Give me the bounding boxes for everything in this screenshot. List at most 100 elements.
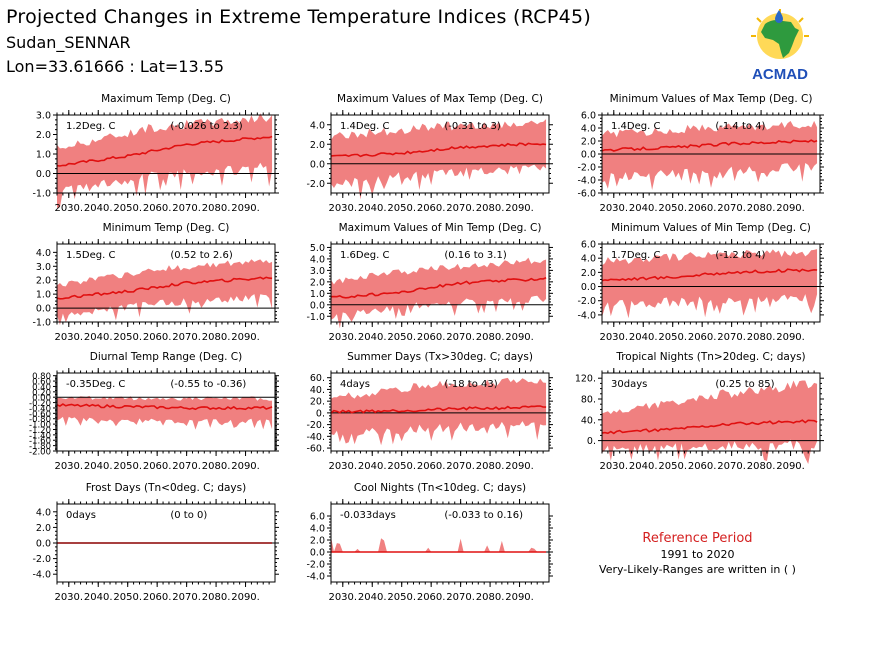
y-tick-label: 0.60 xyxy=(32,378,51,388)
y-tick-label: 0.0 xyxy=(310,159,325,170)
page-title: Projected Changes in Extreme Temperature… xyxy=(6,6,592,28)
x-tick-label: 2090. xyxy=(231,592,260,603)
x-tick-label: 2090. xyxy=(776,203,805,214)
uncertainty-band xyxy=(331,257,547,329)
x-tick-label: 2050. xyxy=(387,461,416,472)
africa-map-sun-drop-icon xyxy=(751,9,809,59)
y-tick-label: 3.0 xyxy=(36,262,51,273)
y-tick-label: 6.0 xyxy=(581,111,596,122)
x-tick-label: 2060. xyxy=(688,332,717,343)
chart-title: Minimum Values of Max Temp (Deg. C) xyxy=(610,93,813,105)
x-tick-label: 2030. xyxy=(328,203,357,214)
y-tick-label: -0.40 xyxy=(29,404,51,414)
y-tick-label: 1.0 xyxy=(36,290,51,301)
x-tick-label: 2060. xyxy=(417,461,446,472)
y-tick-label: 1.0 xyxy=(310,289,325,300)
trend-line xyxy=(601,419,818,435)
x-tick-label: 2050. xyxy=(113,592,142,603)
chart-title: Cool Nights (Tn<10deg. C; days) xyxy=(354,482,526,494)
y-tick-label: -0.20 xyxy=(29,399,51,409)
change-value: 0days xyxy=(66,510,96,521)
y-tick-label: 80. xyxy=(581,395,596,406)
trend-line xyxy=(601,268,818,282)
y-tick-label: -40. xyxy=(306,432,325,443)
y-tick-label: -2.0 xyxy=(577,163,596,174)
x-tick-label: 2080. xyxy=(747,203,776,214)
y-tick-label: 0. xyxy=(587,436,596,447)
x-tick-label: 2080. xyxy=(747,332,776,343)
x-tick-label: 2090. xyxy=(776,332,805,343)
x-tick-label: 2090. xyxy=(505,203,534,214)
x-tick-label: 2080. xyxy=(476,592,505,603)
x-tick-label: 2060. xyxy=(688,461,717,472)
x-tick-label: 2060. xyxy=(417,332,446,343)
likely-range: (-0.033 to 0.16) xyxy=(444,510,523,521)
y-tick-label: -2.0 xyxy=(306,179,325,190)
reference-period-years: 1991 to 2020 xyxy=(660,548,735,561)
y-tick-label: 4.0 xyxy=(36,248,51,259)
y-tick-label: 1.0 xyxy=(36,150,51,161)
change-value: 1.5Deg. C xyxy=(66,250,115,261)
x-tick-label: 2030. xyxy=(328,592,357,603)
x-tick-label: 2040. xyxy=(84,332,113,343)
chart-title: Tropical Nights (Tn>20deg. C; days) xyxy=(615,351,805,363)
y-tick-label: 120. xyxy=(575,374,596,385)
trend-line xyxy=(56,135,273,167)
y-tick-label: -60. xyxy=(306,444,325,455)
chart-panel: -1.0 0.0 1.0 2.0 3.0 2030. 2040. 2050. 2060. 2070… xyxy=(32,93,279,214)
y-tick-label: 0.0 xyxy=(581,282,596,293)
chart-title: Diurnal Temp Range (Deg. C) xyxy=(90,351,242,363)
y-tick-label: 5.0 xyxy=(310,243,325,254)
x-tick-label: 2030. xyxy=(599,332,628,343)
x-tick-label: 2040. xyxy=(629,203,658,214)
y-tick-label: -6.0 xyxy=(577,189,596,200)
x-tick-label: 2030. xyxy=(54,203,83,214)
y-tick-label: -4.0 xyxy=(306,572,325,583)
uncertainty-band xyxy=(57,113,273,208)
y-tick-label: 6.0 xyxy=(310,512,325,523)
y-tick-label: -0.60 xyxy=(29,410,51,420)
x-tick-label: 2030. xyxy=(54,592,83,603)
x-tick-label: 2060. xyxy=(417,592,446,603)
x-tick-label: 2090. xyxy=(231,203,260,214)
uncertainty-band xyxy=(57,395,273,430)
x-tick-label: 2080. xyxy=(202,592,231,603)
y-tick-label: -1.0 xyxy=(32,189,51,200)
x-tick-label: 2070. xyxy=(717,461,746,472)
y-tick-label: -2.0 xyxy=(32,554,51,565)
y-tick-label: -1.0 xyxy=(306,312,325,323)
trend-line xyxy=(330,142,547,158)
x-tick-label: 2030. xyxy=(328,332,357,343)
uncertainty-band xyxy=(602,120,818,191)
y-tick-label: 20. xyxy=(310,397,325,408)
x-tick-label: 2080. xyxy=(476,461,505,472)
x-tick-label: 2040. xyxy=(358,203,387,214)
x-tick-label: 2030. xyxy=(599,203,628,214)
y-tick-label: -1.80 xyxy=(29,442,51,452)
x-tick-label: 2040. xyxy=(358,461,387,472)
x-tick-label: 2040. xyxy=(84,592,113,603)
x-tick-label: 2070. xyxy=(717,332,746,343)
y-tick-label: 0.40 xyxy=(32,383,51,393)
x-tick-label: 2030. xyxy=(328,461,357,472)
y-tick-label: -2.00 xyxy=(29,448,51,458)
x-tick-label: 2080. xyxy=(202,461,231,472)
x-tick-label: 2080. xyxy=(202,332,231,343)
change-value: 30days xyxy=(611,379,647,390)
y-tick-label: 0.0 xyxy=(36,304,51,315)
x-tick-label: 2030. xyxy=(54,461,83,472)
x-tick-label: 2090. xyxy=(776,461,805,472)
change-value: 1.6Deg. C xyxy=(340,250,389,261)
change-value: 1.2Deg. C xyxy=(66,121,115,132)
y-tick-label: -4.0 xyxy=(577,176,596,187)
likely-range: (0.52 to 2.6) xyxy=(170,250,232,261)
trend-line xyxy=(56,403,273,411)
x-tick-label: 2080. xyxy=(202,203,231,214)
x-tick-label: 2050. xyxy=(113,461,142,472)
likely-range: (-0.026 to 2.3) xyxy=(170,121,242,132)
x-tick-label: 2030. xyxy=(599,461,628,472)
